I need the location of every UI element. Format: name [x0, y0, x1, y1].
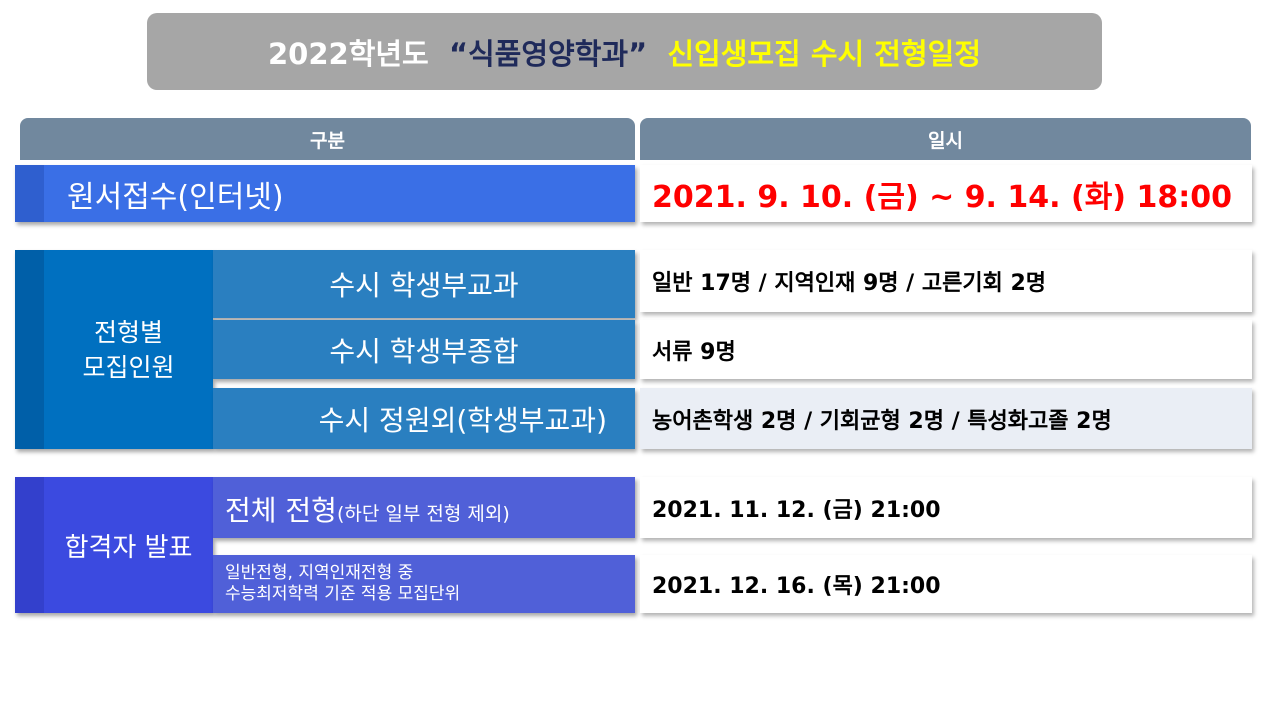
page-title: 2022학년도 “식품영양학과” 신입생모집 수시 전형일정: [147, 13, 1102, 90]
announcement-row-label: 전체 전형 (하단 일부 전형 제외): [213, 477, 635, 538]
announcement-label-text: 합격자 발표: [64, 532, 193, 563]
quota-row-label: 수시 학생부종합: [213, 320, 635, 379]
header-category: 구분: [20, 118, 635, 160]
application-label: 원서접수(인터넷): [15, 165, 635, 222]
announcement-row-line2: 수능최저학력 기준 적용 모집단위: [225, 584, 461, 604]
header-datetime: 일시: [640, 118, 1251, 160]
announcement-row-line1: 일반전형, 지역인재전형 중: [225, 562, 414, 583]
announcement-row-label: 일반전형, 지역인재전형 중 수능최저학력 기준 적용 모집단위: [213, 555, 635, 613]
quota-row-label: 수시 학생부교과: [213, 250, 635, 318]
application-label-text: 원서접수(인터넷): [67, 179, 284, 215]
announcement-row-value: 2021. 12. 16. (목) 21:00: [640, 555, 1252, 613]
title-department: “식품영양학과”: [448, 36, 648, 71]
quota-row-value: 농어촌학생 2명 / 기회균형 2명 / 특성화고졸 2명: [640, 388, 1252, 449]
quota-label-line2: 모집인원: [82, 352, 175, 382]
title-schedule: 신입생모집 수시 전형일정: [647, 36, 982, 71]
title-year: 2022학년도: [267, 36, 449, 71]
announcement-label: 합격자 발표: [15, 477, 213, 613]
announcement-row-main: 전체 전형: [225, 494, 337, 527]
quota-row-value: 일반 17명 / 지역인재 9명 / 고른기회 2명: [640, 250, 1252, 312]
quota-label-line1: 전형별: [93, 317, 163, 347]
announcement-row-sub: (하단 일부 전형 제외): [336, 503, 510, 525]
announcement-row-value: 2021. 11. 12. (금) 21:00: [640, 477, 1252, 538]
application-period: 2021. 9. 10. (금) ~ 9. 14. (화) 18:00: [640, 165, 1252, 222]
quota-label: 전형별 모집인원: [15, 250, 213, 449]
quota-row-value: 서류 9명: [640, 320, 1252, 379]
quota-row-label: 수시 정원외(학생부교과): [213, 388, 635, 449]
